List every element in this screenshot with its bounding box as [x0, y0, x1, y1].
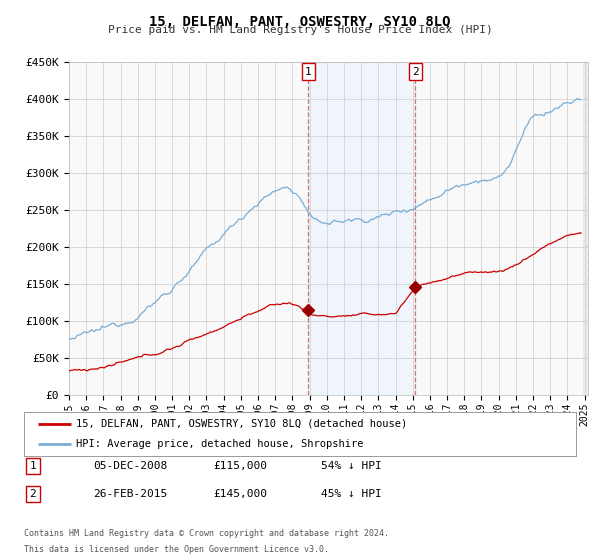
Bar: [308, 62, 415, 395]
Text: 1: 1: [305, 67, 311, 77]
Text: Contains HM Land Registry data © Crown copyright and database right 2024.: Contains HM Land Registry data © Crown c…: [24, 529, 389, 538]
Text: 05-DEC-2008: 05-DEC-2008: [93, 461, 167, 471]
Text: 15, DELFAN, PANT, OSWESTRY, SY10 8LQ: 15, DELFAN, PANT, OSWESTRY, SY10 8LQ: [149, 15, 451, 29]
Bar: [583, 62, 588, 395]
Text: 2: 2: [412, 67, 419, 77]
Text: This data is licensed under the Open Government Licence v3.0.: This data is licensed under the Open Gov…: [24, 545, 329, 554]
Text: £145,000: £145,000: [213, 489, 267, 499]
Text: £115,000: £115,000: [213, 461, 267, 471]
Text: 45% ↓ HPI: 45% ↓ HPI: [321, 489, 382, 499]
Text: 15, DELFAN, PANT, OSWESTRY, SY10 8LQ (detached house): 15, DELFAN, PANT, OSWESTRY, SY10 8LQ (de…: [76, 419, 407, 429]
Text: 54% ↓ HPI: 54% ↓ HPI: [321, 461, 382, 471]
Text: 2: 2: [29, 489, 37, 499]
Text: HPI: Average price, detached house, Shropshire: HPI: Average price, detached house, Shro…: [76, 439, 364, 449]
Text: Price paid vs. HM Land Registry's House Price Index (HPI): Price paid vs. HM Land Registry's House …: [107, 25, 493, 35]
Text: 1: 1: [29, 461, 37, 471]
Text: 26-FEB-2015: 26-FEB-2015: [93, 489, 167, 499]
